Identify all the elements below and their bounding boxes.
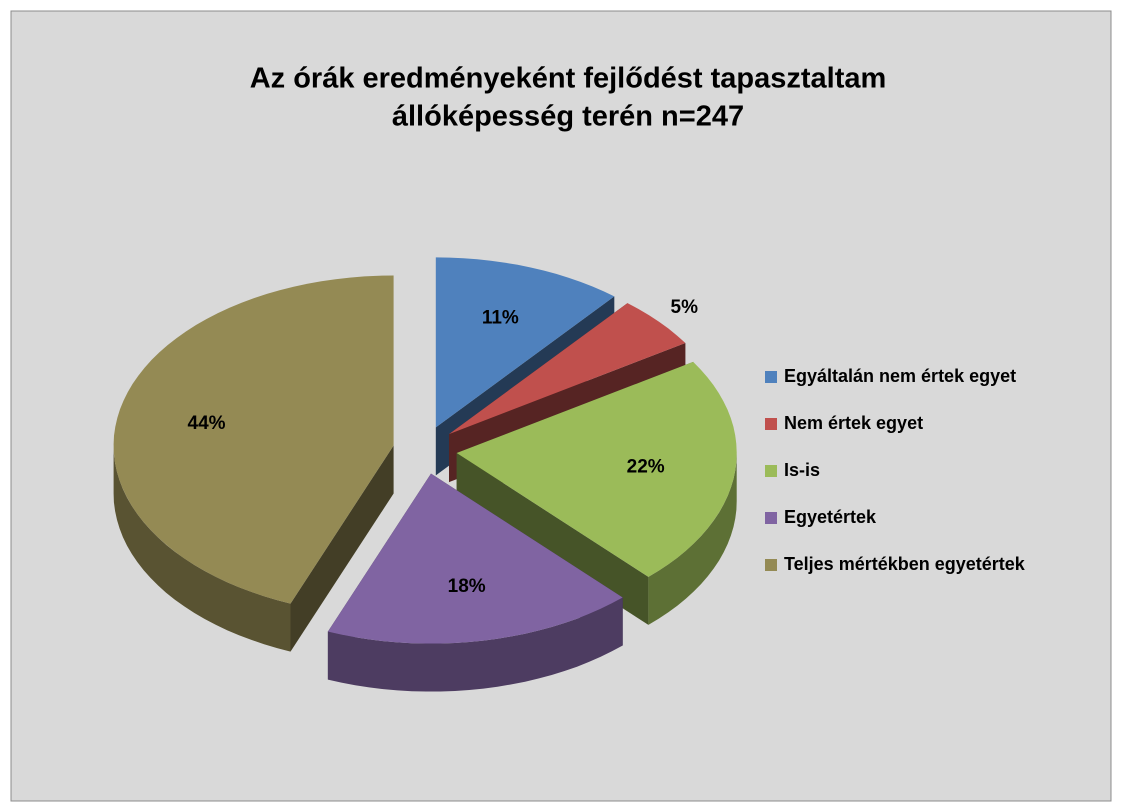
legend-swatch [765, 371, 777, 383]
data-label: 44% [188, 413, 226, 434]
legend-label: Egyetértek [784, 507, 877, 527]
legend-label: Is-is [784, 460, 820, 480]
slice-rim [327, 597, 623, 692]
chart-title: állóképesség terén n=247 [392, 101, 744, 133]
legend-swatch [765, 559, 777, 571]
legend-label: Egyáltalán nem értek egyet [784, 366, 1016, 386]
slice-side [456, 453, 649, 625]
slice [456, 361, 737, 577]
slice [327, 473, 623, 644]
legend-swatch [765, 465, 777, 477]
slice-side [290, 445, 394, 652]
legend-label: Teljes mértékben egyetértek [784, 554, 1026, 574]
data-label: 22% [627, 457, 665, 478]
slice [113, 275, 394, 604]
slice-rim [113, 445, 291, 652]
chart-title: Az órák eredményeként fejlődést tapaszta… [250, 63, 887, 95]
data-label: 18% [448, 576, 486, 597]
data-label: 11% [482, 308, 519, 329]
slice-rim [648, 453, 737, 625]
slice [449, 303, 686, 435]
legend-label: Nem értek egyet [784, 413, 923, 433]
legend-swatch [765, 512, 777, 524]
slice [435, 257, 615, 428]
data-label: 5% [671, 297, 699, 318]
legend-swatch [765, 418, 777, 430]
